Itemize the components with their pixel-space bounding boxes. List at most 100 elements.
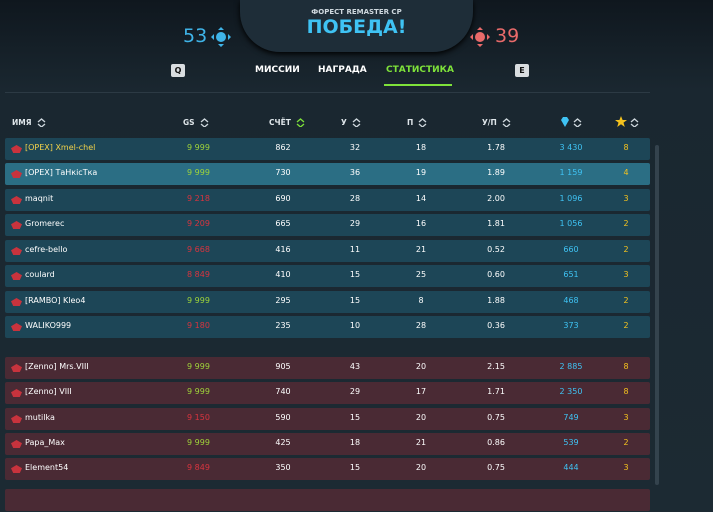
player-row[interactable] bbox=[5, 214, 650, 236]
column-header[interactable]: У/П bbox=[482, 118, 497, 127]
stat-deaths: 21 bbox=[415, 245, 427, 254]
player-row[interactable] bbox=[5, 458, 650, 480]
player-name: cefre-bello bbox=[25, 245, 68, 254]
score-right: 39 bbox=[495, 25, 520, 47]
sort-icon[interactable] bbox=[200, 118, 209, 127]
player-name: mutilka bbox=[25, 413, 55, 422]
column-header[interactable]: СЧЁТ bbox=[269, 118, 291, 127]
tab[interactable]: СТАТИСТИКА bbox=[386, 65, 454, 75]
stat-gems: 2 350 bbox=[559, 387, 583, 396]
stat-kd: 1.89 bbox=[487, 168, 505, 177]
player-row[interactable] bbox=[5, 240, 650, 262]
gear-score: 9 218 bbox=[187, 194, 210, 203]
rank-icon bbox=[11, 247, 22, 255]
tab-divider bbox=[5, 92, 650, 93]
stat-gems: 373 bbox=[563, 321, 579, 330]
sort-icon[interactable] bbox=[296, 118, 305, 127]
gear-score: 8 849 bbox=[187, 270, 210, 279]
rank-icon bbox=[11, 272, 22, 280]
stat-stars: 2 bbox=[623, 438, 629, 447]
player-row[interactable] bbox=[5, 316, 650, 338]
stat-deaths: 20 bbox=[415, 413, 427, 422]
stat-kd: 1.81 bbox=[487, 219, 505, 228]
stat-stars: 8 bbox=[623, 362, 629, 371]
stat-kd: 1.78 bbox=[487, 143, 505, 152]
key-hint: E bbox=[515, 64, 529, 77]
player-row[interactable] bbox=[5, 291, 650, 313]
player-name: Element54 bbox=[25, 463, 69, 472]
sort-icon[interactable] bbox=[352, 118, 361, 127]
stat-deaths: 16 bbox=[415, 219, 427, 228]
rank-icon bbox=[11, 389, 22, 397]
stat-gems: 1 096 bbox=[559, 194, 583, 203]
stat-stars: 2 bbox=[623, 296, 629, 305]
player-row[interactable] bbox=[5, 357, 650, 379]
gear-score: 9 999 bbox=[187, 296, 210, 305]
gear-score: 9 999 bbox=[187, 387, 210, 396]
rank-icon bbox=[11, 298, 22, 306]
stat-kills: 15 bbox=[349, 296, 361, 305]
stat-stars: 3 bbox=[623, 194, 629, 203]
stat-stars: 2 bbox=[623, 219, 629, 228]
column-header[interactable]: П bbox=[407, 118, 414, 127]
player-row[interactable] bbox=[5, 138, 650, 160]
score-left: 53 bbox=[183, 25, 208, 47]
stat-deaths: 20 bbox=[415, 362, 427, 371]
sort-icon[interactable] bbox=[573, 118, 582, 127]
key-hint: Q bbox=[171, 64, 185, 77]
player-name: [ОРЕХ] Xmel-chel bbox=[25, 143, 96, 152]
rank-icon bbox=[11, 465, 22, 473]
player-row[interactable] bbox=[5, 408, 650, 430]
player-row[interactable] bbox=[5, 163, 650, 185]
stat-stars: 2 bbox=[623, 245, 629, 254]
stat-kd: 0.52 bbox=[487, 245, 505, 254]
sort-icon[interactable] bbox=[418, 118, 427, 127]
stat-kills: 28 bbox=[349, 194, 361, 203]
tab[interactable]: МИССИИ bbox=[255, 65, 300, 75]
stat-score: 235 bbox=[275, 321, 291, 330]
stat-kd: 0.60 bbox=[487, 270, 505, 279]
rank-icon bbox=[11, 221, 22, 229]
stat-gems: 1 056 bbox=[559, 219, 583, 228]
stat-kills: 32 bbox=[349, 143, 361, 152]
column-header[interactable]: У bbox=[341, 118, 347, 127]
rank-icon bbox=[11, 440, 22, 448]
player-row[interactable] bbox=[5, 189, 650, 211]
tab[interactable]: НАГРАДА bbox=[318, 65, 367, 75]
player-name: [RAMBO] Kleo4 bbox=[25, 296, 86, 305]
stat-stars: 4 bbox=[623, 168, 629, 177]
column-icon bbox=[561, 117, 569, 127]
player-name: Papa_Max bbox=[25, 438, 65, 447]
column-header[interactable]: ИМЯ bbox=[12, 118, 32, 127]
stat-gems: 749 bbox=[563, 413, 579, 422]
stat-stars: 8 bbox=[623, 387, 629, 396]
stat-kills: 15 bbox=[349, 270, 361, 279]
stat-score: 410 bbox=[275, 270, 291, 279]
stat-score: 665 bbox=[275, 219, 291, 228]
stat-kills: 29 bbox=[349, 387, 361, 396]
player-row[interactable] bbox=[5, 382, 650, 404]
player-name: [ОРЕХ] ТаНкісТка bbox=[25, 168, 98, 177]
rank-icon bbox=[11, 145, 22, 153]
stat-score: 295 bbox=[275, 296, 291, 305]
stat-score: 690 bbox=[275, 194, 291, 203]
sort-icon[interactable] bbox=[37, 118, 46, 127]
column-header[interactable]: GS bbox=[183, 118, 195, 127]
stat-gems: 1 159 bbox=[559, 168, 583, 177]
stat-score: 425 bbox=[275, 438, 291, 447]
stat-kd: 2.00 bbox=[487, 194, 505, 203]
rank-icon bbox=[11, 170, 22, 178]
player-name: WALIKO999 bbox=[25, 321, 72, 330]
stat-score: 862 bbox=[275, 143, 291, 152]
sort-icon[interactable] bbox=[630, 118, 639, 127]
player-name: coulard bbox=[25, 270, 55, 279]
stat-kd: 0.86 bbox=[487, 438, 505, 447]
stat-deaths: 14 bbox=[415, 194, 427, 203]
player-row[interactable] bbox=[5, 265, 650, 287]
stat-gems: 539 bbox=[563, 438, 579, 447]
header-badge bbox=[240, 0, 473, 52]
stat-score: 590 bbox=[275, 413, 291, 422]
sort-icon[interactable] bbox=[502, 118, 511, 127]
player-row[interactable] bbox=[5, 433, 650, 455]
gear-score: 9 668 bbox=[187, 245, 210, 254]
